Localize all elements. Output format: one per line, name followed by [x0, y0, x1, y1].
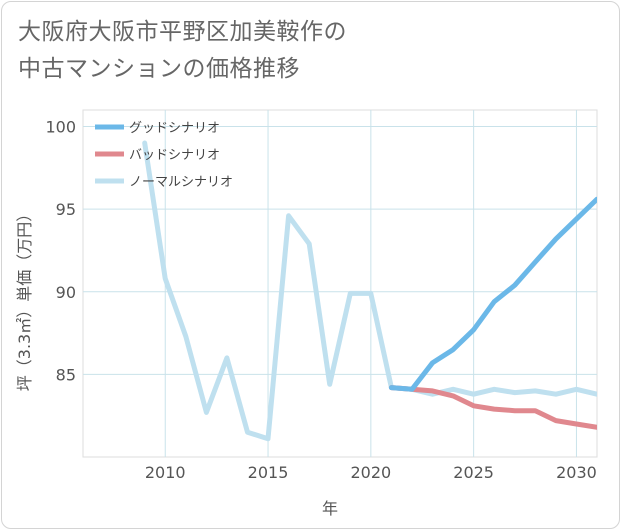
x-tick-label: 2015: [248, 463, 289, 482]
chart-title: 大阪府大阪市平野区加美鞍作の 中古マンションの価格推移: [18, 14, 347, 88]
y-tick-label: 90: [56, 283, 76, 302]
y-tick-label: 95: [56, 200, 76, 219]
title-line-2: 中古マンションの価格推移: [18, 56, 300, 82]
y-axis-label: 坪（3.3㎡）単価（万円）: [15, 206, 34, 391]
legend-label-0: グッドシナリオ: [129, 121, 220, 136]
x-tick-label: 2030: [556, 463, 597, 482]
x-axis-label: 年: [322, 499, 338, 518]
plot-frame: [82, 109, 598, 458]
y-tick-label: 85: [56, 365, 76, 384]
tick-labels: 2010 2015 2020 2025 2030 85 90 95 100: [45, 118, 596, 482]
title-line-1: 大阪府大阪市平野区加美鞍作の: [18, 19, 347, 45]
series-line-2: [142, 140, 597, 442]
x-tick-label: 2020: [350, 463, 391, 482]
series-line-1: [388, 385, 597, 430]
legend-label-2: ノーマルシナリオ: [129, 175, 233, 190]
series-line-0: [388, 196, 597, 392]
x-tick-label: 2025: [453, 463, 494, 482]
x-tick-label: 2010: [145, 463, 186, 482]
grid: [82, 109, 598, 458]
legend-label-1: バッドシナリオ: [129, 148, 220, 163]
y-tick-label: 100: [45, 118, 76, 137]
series-layer: [142, 140, 597, 442]
